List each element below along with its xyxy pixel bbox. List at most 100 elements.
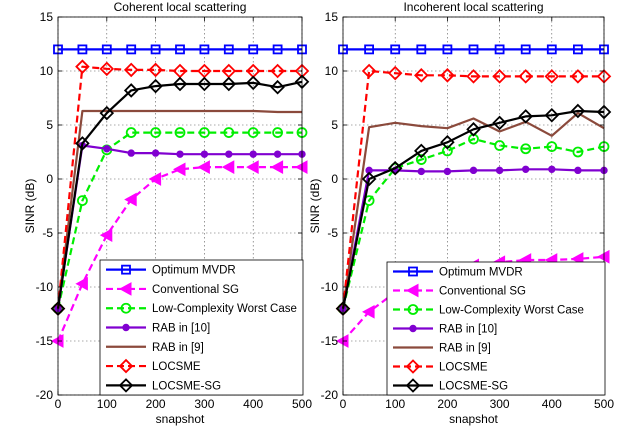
chart-panel-1: 0 100 200 300 400 500 -20 -15 -10 -5 0 5 10 15 Coheren…: [23, 0, 312, 426]
data-point: [335, 334, 349, 348]
data-point: [548, 165, 556, 173]
legend-item: Conventional SG: [393, 283, 526, 298]
data-point: [492, 115, 507, 131]
data-point: [574, 166, 582, 175]
data-point: [518, 69, 533, 84]
y-tick-label: 15: [325, 10, 339, 24]
data-point: [362, 304, 375, 319]
data-point: [246, 160, 259, 174]
data-point: [417, 167, 425, 176]
legend-item: RAB in [9]: [393, 343, 491, 355]
data-point: [172, 162, 186, 177]
data-point: [197, 76, 212, 92]
legend-item: LOCSME-SG: [393, 378, 508, 393]
y-tick-label: 0: [46, 172, 53, 186]
data-point: [148, 62, 163, 78]
legend-marker: [122, 323, 130, 332]
data-point: [75, 59, 90, 74]
series-line: [341, 111, 605, 309]
data-point: [245, 75, 261, 91]
y-tick-label: 0: [331, 172, 338, 186]
legend: Optimum MVDR Conventional SG Low-Complexit…: [386, 261, 606, 396]
x-tick-label: 200: [146, 397, 166, 411]
data-point: [573, 44, 583, 55]
data-point: [248, 44, 259, 55]
y-tick-label: 10: [325, 64, 339, 78]
data-point: [469, 166, 478, 175]
legend-marker: [405, 283, 419, 298]
data-point: [440, 135, 455, 150]
data-point: [272, 44, 283, 55]
data-point: [270, 160, 284, 174]
data-point: [50, 334, 64, 348]
legend-item: Optimum MVDR: [106, 265, 236, 277]
chart-panel-2: 0 100 200 300 400 500 -20 -15 -10 -5 0 5 10 15 Incoher…: [308, 0, 614, 426]
data-point: [148, 78, 163, 94]
data-point: [176, 150, 184, 158]
data-point: [518, 109, 533, 124]
legend-label: LOCSME-SG: [152, 380, 221, 392]
y-axis-label: SINR (dB): [308, 179, 322, 234]
data-point: [361, 63, 377, 79]
x-tick-label: 0: [340, 397, 347, 411]
y-axis-label: SINR (dB): [23, 179, 37, 234]
data-point: [270, 63, 285, 79]
data-point: [468, 44, 479, 55]
data-point: [270, 79, 285, 95]
data-point: [546, 44, 557, 55]
legend-item: RAB in [9]: [106, 342, 204, 354]
legend-marker: [409, 324, 417, 333]
data-point: [247, 127, 259, 138]
data-point: [172, 76, 188, 92]
y-tick-label: -15: [321, 334, 339, 348]
data-point: [522, 165, 530, 173]
data-point: [199, 44, 210, 55]
x-axis-label: snapshot: [449, 412, 498, 426]
data-point: [414, 68, 429, 83]
series-6: [335, 63, 612, 316]
x-tick-label: 300: [490, 397, 510, 411]
data-point: [99, 61, 115, 77]
data-point: [249, 150, 257, 158]
data-point: [570, 69, 586, 84]
data-point: [596, 249, 610, 264]
legend-marker: [405, 359, 421, 374]
y-tick-label: -5: [327, 226, 338, 240]
x-tick-label: 0: [55, 397, 62, 411]
legend-label: LOCSME: [152, 361, 201, 373]
data-point: [390, 44, 401, 55]
data-point: [544, 108, 560, 123]
data-point: [151, 149, 160, 157]
legend-label: Conventional SG: [152, 284, 239, 296]
data-point: [77, 44, 88, 55]
data-point: [442, 44, 453, 55]
legend-marker: [121, 264, 131, 275]
x-tick-label: 100: [385, 397, 405, 411]
data-point: [440, 68, 455, 83]
data-point: [570, 103, 586, 119]
y-tick-label: -10: [321, 280, 339, 294]
legend-label: Conventional SG: [439, 286, 526, 298]
data-point: [126, 44, 137, 55]
data-point: [99, 228, 113, 243]
x-tick-label: 200: [437, 397, 457, 411]
data-point: [225, 150, 233, 158]
data-point: [466, 69, 481, 84]
legend-item: LOCSME: [393, 359, 488, 374]
data-point: [99, 105, 115, 121]
data-point: [387, 65, 403, 81]
data-point: [221, 76, 237, 92]
data-point: [495, 166, 504, 175]
y-tick-label: -20: [36, 388, 54, 402]
data-point: [364, 44, 375, 55]
data-point: [124, 192, 137, 207]
data-point: [520, 143, 532, 155]
x-tick-label: 300: [194, 397, 214, 411]
series-line: [341, 109, 605, 309]
legend-item: Low-Complexity Worst Case: [393, 304, 584, 317]
legend-marker: [118, 378, 134, 393]
data-point: [123, 83, 139, 98]
legend: Optimum MVDR Conventional SG Low-Complexit…: [99, 259, 304, 396]
